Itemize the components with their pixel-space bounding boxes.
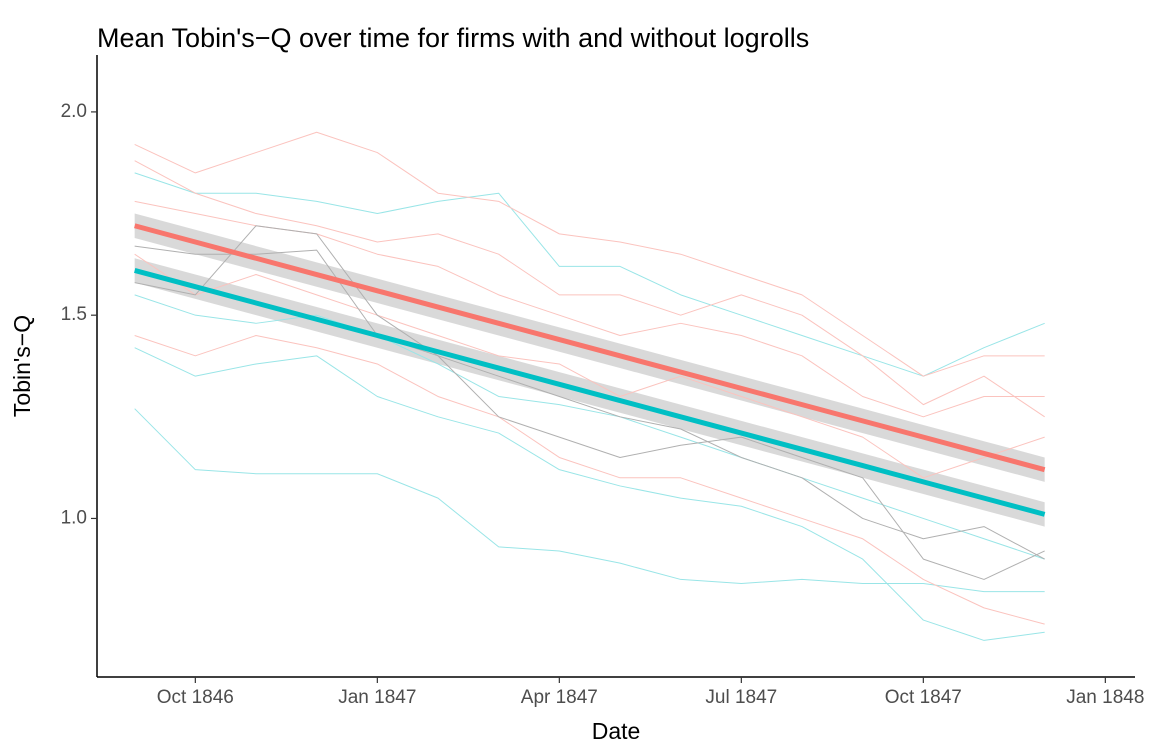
firm-line xyxy=(134,172,1045,377)
firm-line xyxy=(134,225,1045,560)
y-tick-label: 1.0 xyxy=(61,507,87,528)
firm-line xyxy=(134,131,1045,377)
x-tick-label: Oct 1847 xyxy=(885,687,962,708)
trend-line xyxy=(134,268,1046,517)
y-tick-label: 1.5 xyxy=(61,304,87,325)
firm-line xyxy=(134,408,1045,593)
x-tick-label: Jul 1847 xyxy=(705,687,777,708)
x-tick-label: Jan 1848 xyxy=(1066,687,1144,708)
y-axis-label: Tobin's−Q xyxy=(9,315,35,417)
firm-line xyxy=(134,160,1045,418)
firm-line xyxy=(134,347,1045,641)
x-tick-label: Oct 1846 xyxy=(157,687,234,708)
x-tick-label: Jan 1847 xyxy=(338,687,416,708)
firm-line xyxy=(134,245,1045,580)
firm-line xyxy=(134,253,1045,479)
y-tick-label: 2.0 xyxy=(61,101,87,122)
trend-line xyxy=(134,223,1046,473)
firm-line xyxy=(134,335,1045,625)
firm-line xyxy=(134,294,1045,560)
x-axis-label: Date xyxy=(592,718,641,744)
chart-title: Mean Tobin's−Q over time for firms with … xyxy=(97,23,809,53)
x-tick-label: Apr 1847 xyxy=(521,687,598,708)
